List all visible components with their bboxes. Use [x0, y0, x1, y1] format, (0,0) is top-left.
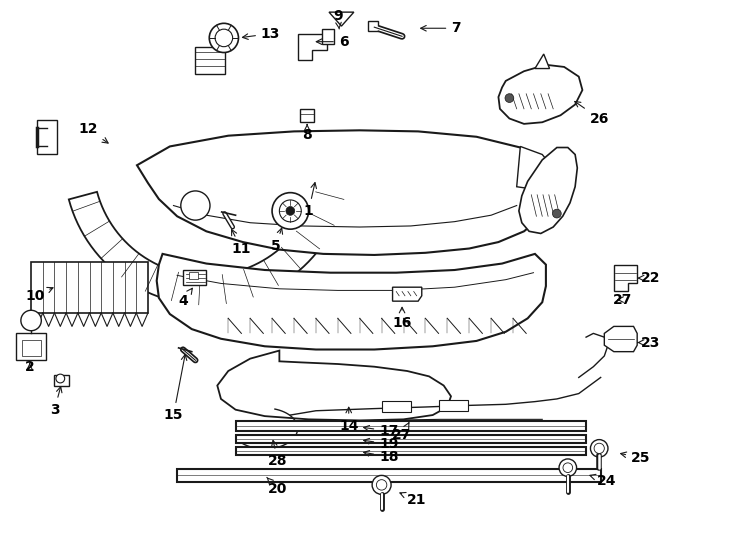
Polygon shape [195, 47, 225, 74]
Text: 9: 9 [333, 9, 343, 29]
Polygon shape [137, 130, 557, 255]
Text: 14: 14 [339, 407, 358, 433]
FancyBboxPatch shape [438, 400, 468, 411]
Polygon shape [16, 333, 46, 360]
Text: 24: 24 [590, 474, 617, 488]
Text: 19: 19 [363, 437, 399, 451]
Circle shape [181, 191, 210, 220]
Circle shape [590, 440, 608, 457]
Polygon shape [329, 12, 354, 26]
Text: 17: 17 [363, 424, 399, 438]
Polygon shape [54, 375, 69, 386]
Text: 4: 4 [178, 288, 192, 308]
Text: 3: 3 [50, 387, 62, 417]
Text: 5: 5 [271, 228, 283, 253]
Circle shape [594, 443, 604, 454]
Text: 12: 12 [79, 122, 108, 143]
Polygon shape [393, 287, 422, 301]
Polygon shape [189, 272, 197, 279]
Text: 23: 23 [638, 335, 660, 349]
Polygon shape [498, 65, 582, 124]
Circle shape [209, 23, 239, 52]
Circle shape [505, 94, 514, 103]
Polygon shape [22, 340, 40, 356]
Text: 28: 28 [268, 441, 288, 468]
Text: 7: 7 [421, 21, 461, 35]
Text: 13: 13 [242, 26, 280, 40]
FancyBboxPatch shape [236, 447, 586, 455]
Text: 15: 15 [164, 355, 187, 422]
Text: 2: 2 [25, 360, 34, 374]
Polygon shape [37, 119, 57, 154]
FancyBboxPatch shape [31, 262, 148, 313]
Text: 25: 25 [621, 451, 650, 465]
Text: 21: 21 [400, 492, 426, 507]
Circle shape [56, 374, 65, 383]
Circle shape [286, 206, 295, 215]
Text: 20: 20 [266, 477, 288, 496]
Circle shape [559, 459, 577, 476]
Circle shape [21, 310, 41, 330]
Polygon shape [217, 350, 451, 421]
Polygon shape [321, 29, 334, 44]
Circle shape [215, 29, 233, 46]
Text: 6: 6 [316, 35, 349, 49]
Text: 22: 22 [638, 271, 660, 285]
FancyBboxPatch shape [236, 422, 586, 431]
Text: 1: 1 [304, 183, 316, 218]
Text: 18: 18 [363, 450, 399, 464]
Polygon shape [517, 146, 553, 190]
Text: 10: 10 [25, 287, 53, 303]
Polygon shape [535, 54, 550, 69]
Text: 11: 11 [231, 230, 251, 255]
Polygon shape [614, 265, 637, 292]
Polygon shape [519, 147, 578, 233]
Polygon shape [156, 254, 546, 349]
FancyBboxPatch shape [177, 469, 600, 482]
Text: 27: 27 [393, 423, 412, 442]
FancyBboxPatch shape [382, 401, 411, 412]
Polygon shape [299, 109, 314, 122]
Text: 16: 16 [393, 307, 412, 329]
Circle shape [563, 463, 573, 472]
Text: 26: 26 [575, 102, 609, 125]
Polygon shape [297, 33, 327, 60]
Polygon shape [604, 326, 637, 352]
Polygon shape [368, 21, 378, 31]
FancyBboxPatch shape [236, 435, 586, 443]
Circle shape [372, 475, 391, 495]
Circle shape [377, 480, 387, 490]
Polygon shape [69, 182, 346, 305]
Circle shape [272, 193, 308, 229]
Circle shape [280, 200, 301, 222]
Polygon shape [183, 270, 206, 285]
Text: 27: 27 [613, 293, 632, 307]
Circle shape [553, 209, 562, 218]
Text: 8: 8 [302, 125, 312, 141]
